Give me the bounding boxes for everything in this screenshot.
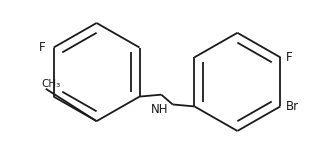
Text: NH: NH [151, 103, 168, 116]
Text: CH₃: CH₃ [41, 79, 60, 89]
Text: F: F [286, 51, 293, 64]
Text: F: F [39, 41, 46, 54]
Text: Br: Br [286, 100, 300, 113]
